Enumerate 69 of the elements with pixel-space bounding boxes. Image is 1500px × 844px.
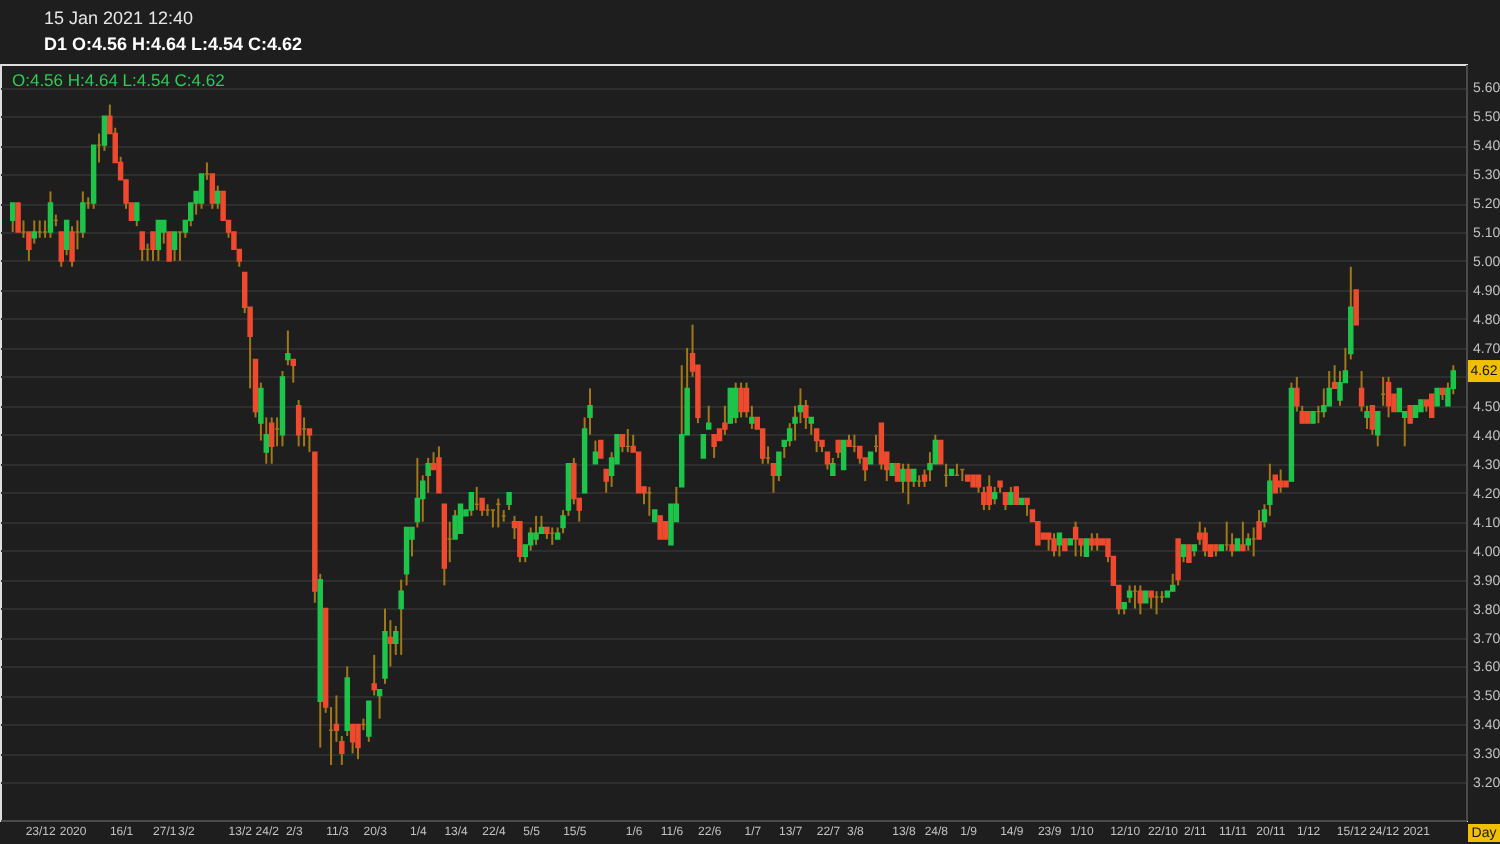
candlestick bbox=[878, 422, 885, 471]
candlestick bbox=[1137, 584, 1144, 616]
chart-title: 15 Jan 2021 12:40 bbox=[44, 8, 194, 28]
candlestick bbox=[403, 526, 410, 587]
candlestick bbox=[732, 381, 739, 425]
candlestick bbox=[20, 219, 27, 239]
candlestick bbox=[905, 462, 912, 506]
candlestick bbox=[457, 503, 464, 534]
candlestick bbox=[1429, 393, 1435, 419]
candlestick bbox=[31, 219, 37, 245]
candlestick bbox=[517, 520, 523, 564]
candlestick bbox=[150, 231, 156, 262]
candlestick bbox=[436, 445, 442, 494]
candlestick bbox=[738, 381, 744, 419]
candlestick bbox=[1375, 410, 1381, 448]
candlestick bbox=[134, 202, 140, 228]
candlestick bbox=[1369, 404, 1376, 436]
candlestick bbox=[668, 503, 674, 546]
candlestick bbox=[1396, 387, 1403, 413]
candlestick bbox=[268, 416, 275, 465]
candlestick bbox=[9, 202, 16, 233]
candlestick bbox=[69, 225, 75, 268]
candlestick bbox=[1277, 468, 1284, 494]
candlestick bbox=[414, 456, 421, 529]
candlestick bbox=[166, 231, 172, 262]
candlestick bbox=[635, 451, 642, 494]
candlestick bbox=[592, 439, 599, 465]
candlestick bbox=[1056, 532, 1063, 558]
candlestick bbox=[533, 514, 539, 546]
candlestick bbox=[161, 219, 167, 245]
candlestick bbox=[139, 231, 145, 262]
candlestick bbox=[171, 231, 178, 262]
candlestick bbox=[1175, 538, 1181, 587]
candlestick bbox=[571, 456, 577, 506]
candlestick bbox=[58, 231, 64, 268]
candlestick bbox=[285, 329, 291, 367]
candlestick bbox=[155, 219, 162, 262]
candlestick bbox=[468, 491, 475, 517]
candlestick bbox=[657, 515, 663, 540]
candlestick bbox=[15, 202, 21, 233]
annotation: O:4.56 H:4.64 L:4.54 C:4.62 bbox=[12, 70, 226, 90]
candlestick bbox=[1337, 370, 1343, 407]
candlestick bbox=[47, 190, 54, 239]
candlestick bbox=[986, 474, 993, 512]
candlestick bbox=[1072, 520, 1079, 558]
candlestick bbox=[727, 387, 734, 424]
chart-subtitle: D1 O:4.56 H:4.64 L:4.54 C:4.62 bbox=[44, 34, 303, 54]
candlestick bbox=[722, 404, 728, 436]
candlestick bbox=[776, 451, 782, 483]
candlestick bbox=[295, 399, 302, 448]
candlestick bbox=[1321, 387, 1327, 419]
candlestick bbox=[371, 653, 377, 697]
candlestick bbox=[938, 439, 944, 465]
candlestick bbox=[813, 427, 820, 454]
candlestick bbox=[1353, 289, 1359, 326]
candlestick bbox=[382, 607, 388, 685]
candlestick bbox=[706, 404, 712, 430]
candlestick bbox=[1051, 532, 1057, 558]
candlestick bbox=[711, 433, 717, 459]
candlestick bbox=[398, 578, 404, 656]
candlestick bbox=[1385, 375, 1392, 419]
candlestick bbox=[749, 404, 755, 430]
candlestick bbox=[355, 723, 361, 761]
candlestick bbox=[840, 439, 847, 471]
candlestick bbox=[1240, 520, 1246, 552]
candlestick bbox=[366, 700, 372, 743]
candlestick bbox=[1202, 526, 1208, 558]
candlestick bbox=[700, 434, 707, 459]
candlestick bbox=[215, 184, 221, 210]
